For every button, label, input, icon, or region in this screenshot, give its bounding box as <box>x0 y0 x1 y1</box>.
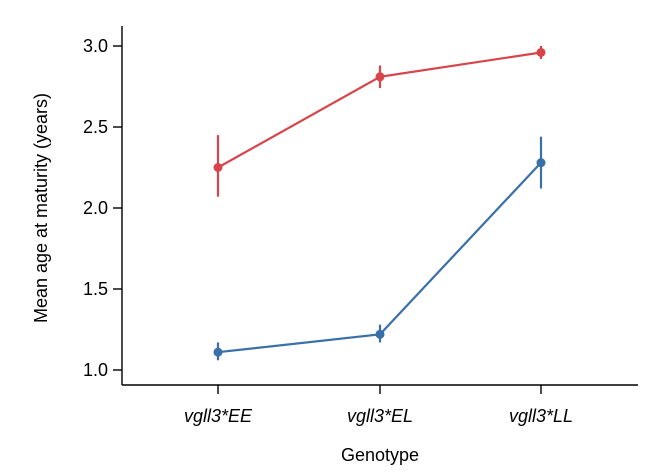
data-point <box>536 47 546 57</box>
y-tick-label: 2.0 <box>83 198 108 218</box>
y-tick-label: 3.0 <box>83 36 108 56</box>
data-point <box>213 163 223 172</box>
x-ticks: vgll3*EE vgll3*EL vgll3*LL <box>184 385 573 426</box>
y-tick-label: 1.5 <box>83 279 108 299</box>
data-point <box>375 72 385 82</box>
x-axis-title: Genotype <box>341 445 419 465</box>
x-tick-label: vgll3*LL <box>509 406 573 426</box>
series-line <box>217 161 542 354</box>
x-tick-label: vgll3*EE <box>184 406 253 426</box>
x-tick-label: vgll3*EL <box>347 406 413 426</box>
data-point <box>536 158 546 168</box>
series-0 <box>213 46 546 197</box>
series-1 <box>213 136 546 361</box>
y-axis-title: Mean age at maturity (years) <box>31 93 51 323</box>
y-tick-label: 1.0 <box>83 360 108 380</box>
y-tick-label: 2.5 <box>83 117 108 137</box>
y-ticks: 1.0 1.5 2.0 2.5 3.0 <box>83 36 122 380</box>
data-point <box>213 347 223 357</box>
data-point <box>375 329 385 339</box>
series-group <box>213 46 546 361</box>
